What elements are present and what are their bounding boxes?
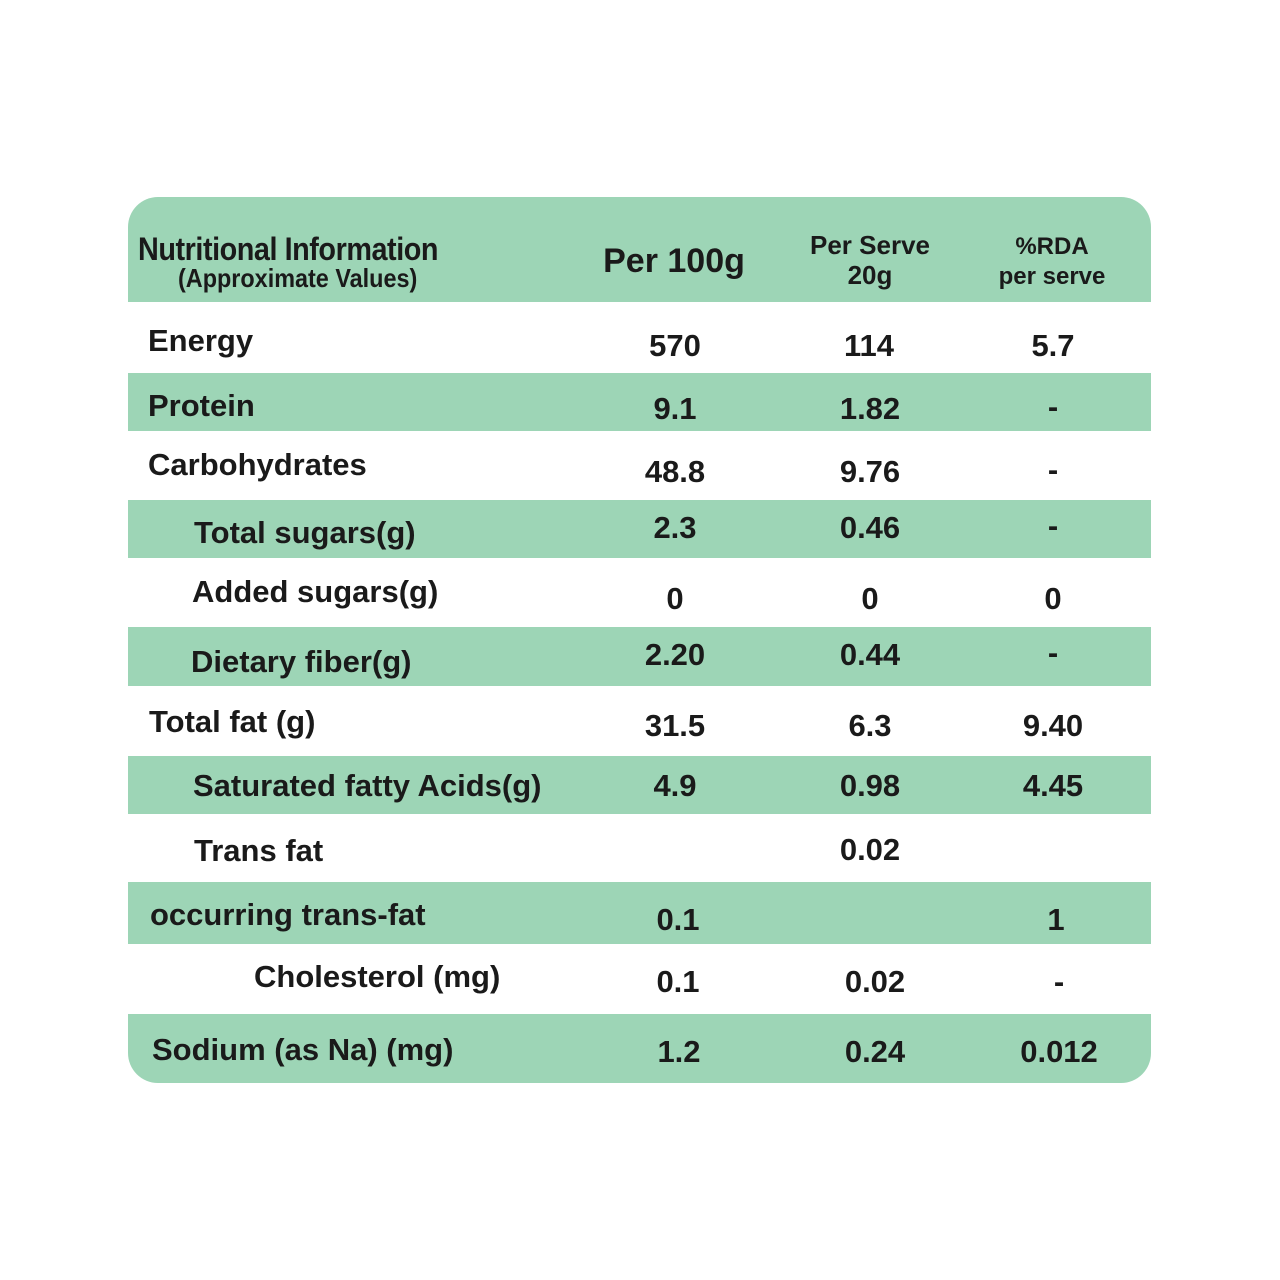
row-label: Energy	[148, 323, 254, 358]
table-row: Trans fat 0.02	[128, 814, 1151, 882]
table-row: Energy 570 114 5.7	[128, 302, 1151, 373]
row-label: Saturated fatty Acids(g)	[193, 768, 542, 803]
row-perserve: 0.44	[839, 637, 901, 672]
table-row: Added sugars(g) 0 0 0	[128, 558, 1151, 627]
table-row: Total fat (g) 31.5 6.3 9.40	[128, 686, 1151, 756]
row-perserve: 6.3	[848, 708, 892, 743]
table-title: Nutritional Information	[138, 231, 439, 267]
row-rda: 5.7	[1031, 328, 1075, 363]
row-rda: -	[1047, 452, 1059, 487]
header-per-serve: Per Serve 20g	[810, 232, 930, 288]
header-per-serve-line1: Per Serve	[810, 230, 930, 260]
header-rda: %RDA per serve	[999, 235, 1106, 289]
row-perserve: 9.76	[839, 454, 901, 489]
row-per100: 4.9	[653, 768, 697, 803]
row-rda: 1	[1047, 902, 1065, 937]
row-label: Added sugars(g)	[192, 574, 439, 609]
row-rda: 4.45	[1022, 768, 1084, 803]
row-label: Carbohydrates	[148, 447, 367, 482]
row-rda: 0	[1044, 581, 1062, 616]
row-perserve: 0.98	[839, 768, 901, 803]
table-row: Dietary fiber(g) 2.20 0.44 -	[128, 627, 1151, 686]
row-per100: 1.2	[657, 1034, 701, 1069]
table-subtitle: (Approximate Values)	[178, 263, 418, 293]
table-row: Saturated fatty Acids(g) 4.9 0.98 4.45	[128, 756, 1151, 814]
row-label: Trans fat	[194, 833, 324, 868]
row-label: Total sugars(g)	[194, 515, 416, 550]
row-rda: -	[1047, 635, 1059, 670]
row-perserve: 0.02	[839, 832, 901, 867]
row-label: Dietary fiber(g)	[191, 644, 412, 679]
row-perserve: 0.24	[844, 1034, 906, 1069]
header-per-100g: Per 100g	[603, 242, 745, 280]
row-perserve: 114	[843, 328, 895, 363]
row-per100: 2.3	[653, 510, 697, 545]
header-rda-line1: %RDA	[1015, 233, 1089, 260]
header-per-serve-line2: 20g	[847, 260, 893, 290]
nutrition-table: Nutritional Information (Approximate Val…	[128, 197, 1151, 1083]
row-per100: 31.5	[644, 708, 706, 743]
row-perserve: 0.46	[839, 510, 901, 545]
row-perserve: 0	[861, 581, 879, 616]
row-label: Total fat (g)	[149, 704, 316, 739]
row-perserve: 0.02	[844, 964, 906, 999]
table-header: Nutritional Information (Approximate Val…	[128, 197, 1151, 302]
row-per100: 9.1	[653, 391, 697, 426]
row-rda: 9.40	[1022, 708, 1084, 743]
row-label: occurring trans-fat	[150, 897, 426, 932]
row-rda: 0.012	[1020, 1034, 1098, 1069]
row-label: Protein	[148, 388, 255, 423]
row-rda: -	[1047, 389, 1059, 424]
row-rda: -	[1053, 964, 1065, 999]
row-per100: 0	[666, 581, 684, 616]
header-rda-line2: per serve	[998, 263, 1106, 290]
row-per100: 570	[649, 328, 701, 363]
row-per100: 2.20	[644, 637, 706, 672]
table-row: Cholesterol (mg) 0.1 0.02 -	[128, 944, 1151, 1014]
table-row: occurring trans-fat 0.1 1	[128, 882, 1151, 944]
table-row: Protein 9.1 1.82 -	[128, 373, 1151, 431]
table-row: Carbohydrates 48.8 9.76 -	[128, 431, 1151, 500]
row-label: Sodium (as Na) (mg)	[152, 1032, 454, 1067]
row-per100: 0.1	[656, 902, 700, 937]
table-row: Sodium (as Na) (mg) 1.2 0.24 0.012	[128, 1014, 1151, 1083]
row-label: Cholesterol (mg)	[254, 959, 501, 994]
row-per100: 48.8	[644, 454, 706, 489]
row-rda: -	[1047, 508, 1059, 543]
table-row: Total sugars(g) 2.3 0.46 -	[128, 500, 1151, 558]
row-per100: 0.1	[656, 964, 700, 999]
row-perserve: 1.82	[839, 391, 901, 426]
